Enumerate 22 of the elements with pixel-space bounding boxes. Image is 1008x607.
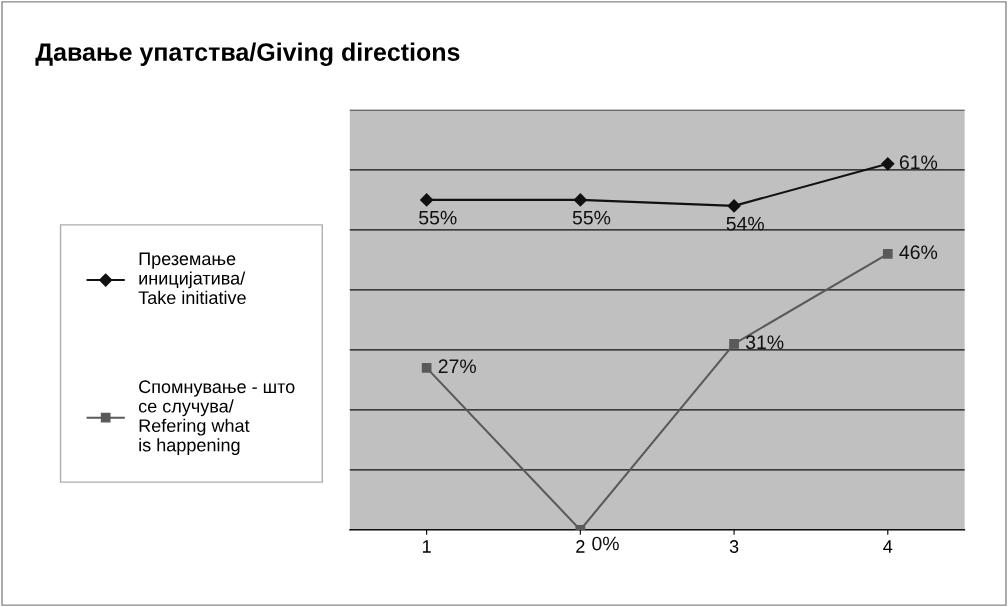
chart-title: Давање упатства/Giving directions bbox=[35, 42, 460, 66]
x-tick-label: 1 bbox=[422, 540, 431, 553]
data-label: 55% bbox=[572, 210, 611, 225]
point bbox=[727, 199, 741, 213]
data-label: 54% bbox=[726, 216, 764, 231]
point bbox=[573, 193, 587, 207]
data-label: 61% bbox=[899, 155, 938, 170]
data-label: 31% bbox=[745, 335, 784, 350]
data-label: 46% bbox=[899, 245, 938, 260]
point bbox=[420, 193, 434, 207]
x-tick-label: 3 bbox=[729, 540, 739, 553]
point bbox=[421, 363, 432, 373]
legend-label: Спомнување - што се случува/ Refering what is happening bbox=[138, 380, 295, 456]
x-tick-label: 4 bbox=[883, 540, 893, 553]
data-label: 27% bbox=[438, 359, 476, 374]
point bbox=[882, 249, 893, 259]
point bbox=[881, 157, 895, 171]
data-label: 0% bbox=[592, 536, 619, 551]
data-label: 55% bbox=[419, 210, 457, 225]
x-tick-label: 2 bbox=[576, 540, 585, 553]
point bbox=[729, 339, 739, 349]
legend-label: Преземање иницијатива/ Take initiative bbox=[138, 252, 246, 305]
